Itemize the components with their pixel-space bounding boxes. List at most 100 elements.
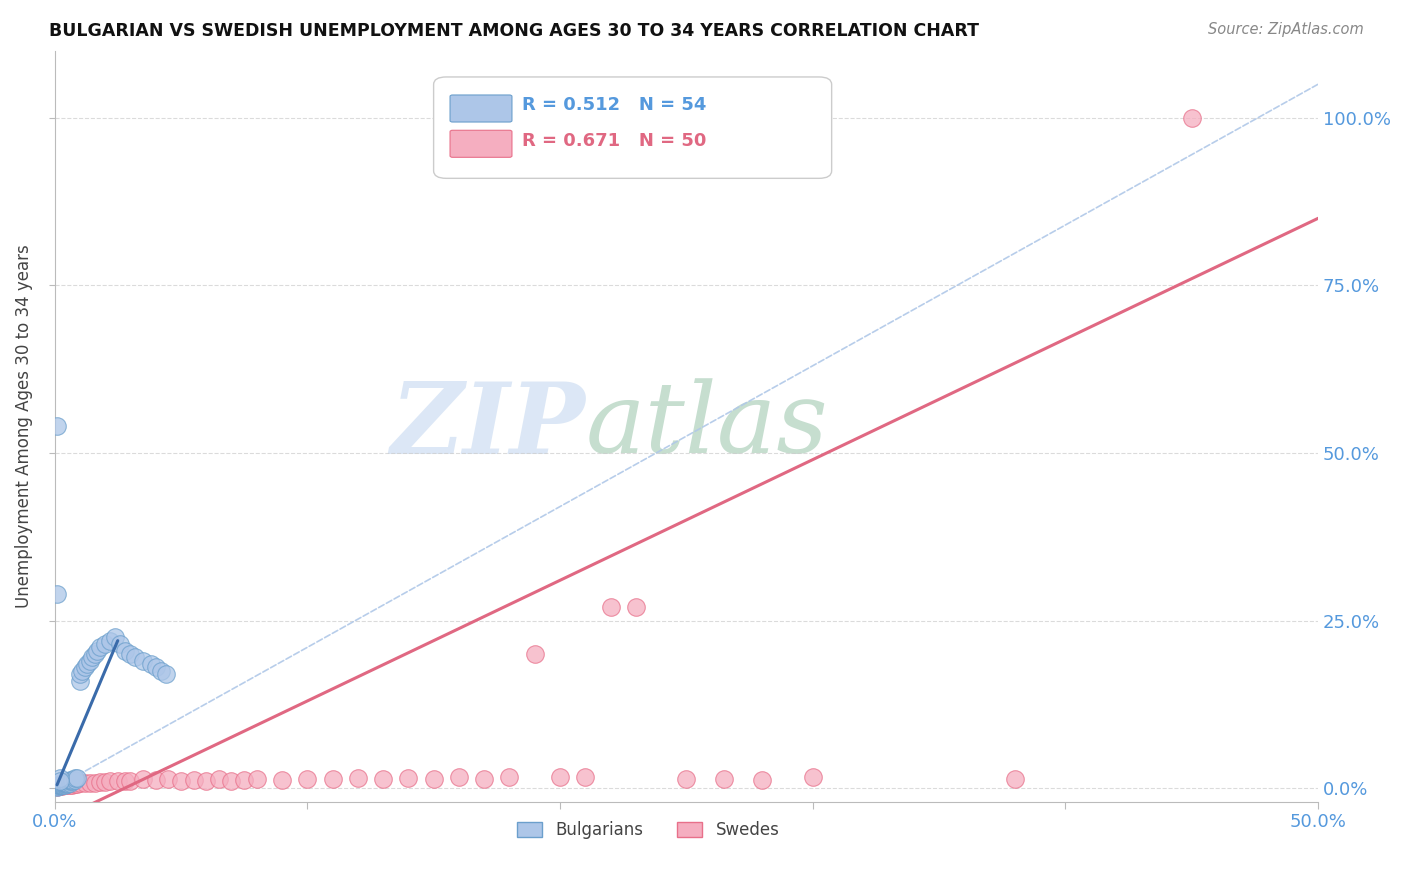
Point (523, 647, 546, 661)
Point (69, 673, 91, 688)
Point (59, 776, 82, 790)
Point (48, 779, 70, 793)
Point (46, 419, 69, 434)
Point (46, 779, 69, 793)
Point (66, 777, 89, 791)
FancyBboxPatch shape (450, 95, 512, 122)
Point (53, 778, 76, 792)
Point (51, 778, 73, 792)
Point (145, 773, 167, 788)
Legend: Bulgarians, Swedes: Bulgarians, Swedes (510, 814, 786, 846)
Point (51, 779, 73, 793)
Point (208, 772, 231, 787)
FancyBboxPatch shape (450, 130, 512, 157)
Point (63, 777, 86, 791)
Point (145, 660, 167, 674)
Point (56, 774, 79, 789)
Point (624, 600, 647, 615)
Point (53, 776, 76, 790)
Point (94, 775, 117, 789)
Point (599, 600, 621, 615)
Point (73, 660, 96, 674)
Point (51, 778, 73, 792)
Point (1181, 111, 1204, 125)
Point (46, 780, 69, 794)
Point (170, 774, 193, 789)
Point (246, 772, 269, 787)
Point (48, 779, 70, 793)
Point (1004, 772, 1026, 786)
Point (66, 771, 89, 785)
Point (56, 779, 79, 793)
Point (53, 777, 76, 791)
Point (63, 773, 86, 788)
Text: Source: ZipAtlas.com: Source: ZipAtlas.com (1208, 22, 1364, 37)
Point (675, 772, 697, 786)
Point (195, 773, 218, 788)
Point (149, 664, 172, 678)
Point (69, 776, 91, 790)
Point (107, 774, 129, 789)
Point (82, 650, 104, 665)
Point (84, 776, 107, 790)
Point (60, 778, 83, 792)
Point (59, 774, 82, 789)
Point (63, 771, 86, 785)
Point (51, 779, 73, 793)
Point (422, 772, 444, 786)
Point (472, 772, 495, 786)
Point (56, 776, 79, 790)
Point (86, 644, 108, 658)
Point (56, 776, 79, 790)
Point (69, 667, 91, 681)
Point (120, 773, 142, 788)
Point (53, 775, 76, 789)
Point (60, 774, 83, 789)
Point (53, 779, 76, 793)
Point (157, 772, 180, 787)
Point (132, 654, 155, 668)
Point (48, 779, 70, 793)
Text: BULGARIAN VS SWEDISH UNEMPLOYMENT AMONG AGES 30 TO 34 YEARS CORRELATION CHART: BULGARIAN VS SWEDISH UNEMPLOYMENT AMONG … (49, 22, 979, 40)
Point (801, 771, 824, 785)
Point (56, 777, 79, 791)
Point (59, 773, 82, 788)
Point (221, 773, 243, 788)
Text: R = 0.671   N = 50: R = 0.671 N = 50 (522, 132, 706, 150)
Point (447, 771, 470, 785)
Point (89, 640, 111, 655)
Point (139, 657, 162, 672)
Point (371, 772, 394, 787)
Point (120, 647, 142, 661)
Point (72, 664, 94, 678)
Point (548, 771, 571, 785)
Point (60, 773, 83, 788)
Point (346, 771, 368, 785)
Point (79, 654, 101, 668)
Point (155, 667, 177, 681)
Point (396, 771, 419, 785)
Point (73, 776, 96, 790)
Point (713, 772, 735, 787)
Point (53, 776, 76, 790)
FancyBboxPatch shape (433, 77, 831, 178)
Point (124, 650, 146, 665)
Point (94, 637, 117, 651)
Point (498, 771, 520, 785)
Point (297, 772, 319, 786)
Point (48, 774, 70, 789)
Text: atlas: atlas (585, 378, 828, 474)
Point (751, 773, 773, 788)
Point (98, 633, 121, 648)
Point (89, 775, 111, 789)
Point (110, 637, 132, 651)
Point (233, 773, 256, 788)
Y-axis label: Unemployment Among Ages 30 to 34 years: Unemployment Among Ages 30 to 34 years (15, 244, 32, 608)
Point (114, 644, 136, 658)
Point (48, 779, 70, 793)
Point (51, 777, 73, 791)
Point (98, 774, 121, 789)
Point (132, 772, 155, 787)
Point (46, 587, 69, 601)
Point (46, 780, 69, 794)
